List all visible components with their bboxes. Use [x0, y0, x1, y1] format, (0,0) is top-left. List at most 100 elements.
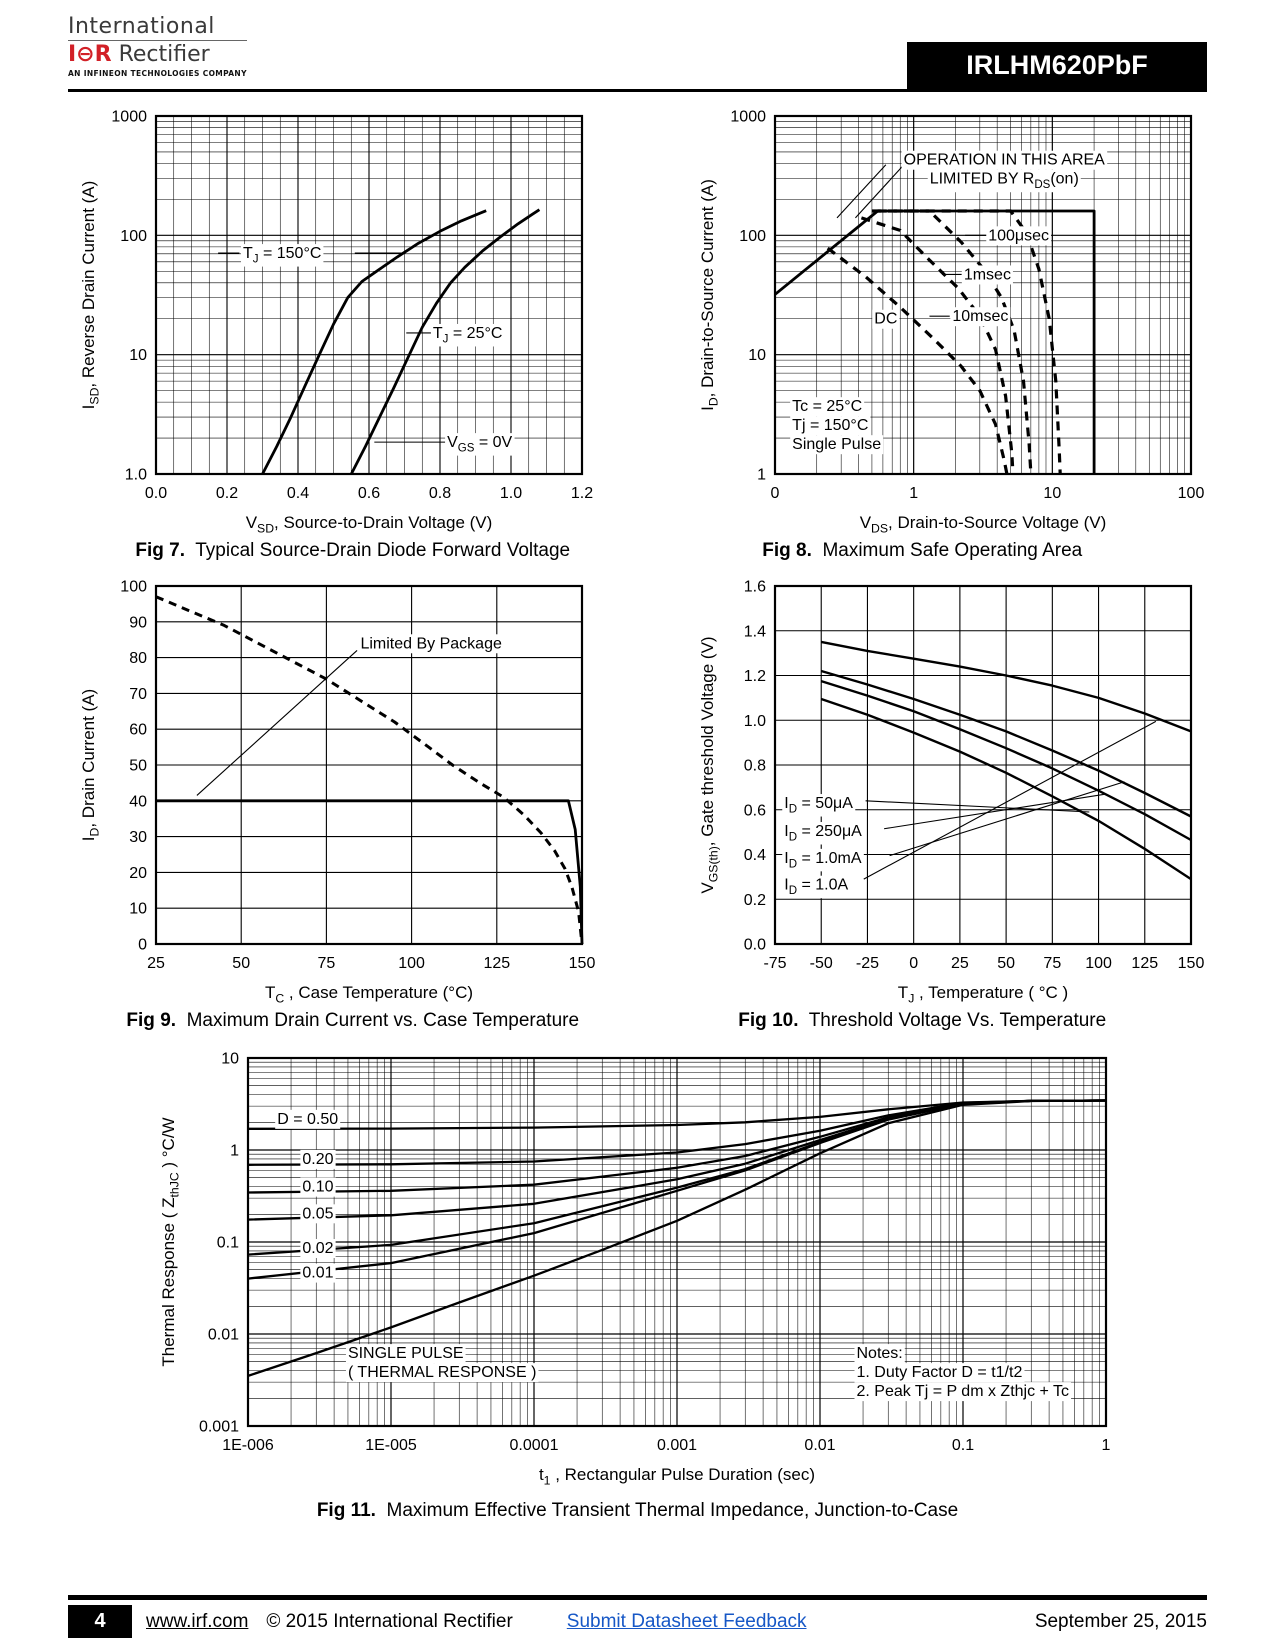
copyright-text: © 2015 International Rectifier: [266, 1610, 513, 1632]
logo-rectifier: Rectifier: [118, 42, 210, 67]
page-header: International I⊖R Rectifier AN INFINEON …: [68, 14, 1207, 92]
svg-text:Notes:: Notes:: [856, 1345, 902, 1362]
svg-text:100: 100: [120, 228, 147, 245]
svg-text:2. Peak Tj = P dm x Zthjc + Tc: 2. Peak Tj = P dm x Zthjc + Tc: [856, 1383, 1069, 1400]
part-number-banner: IRLHM620PbF: [907, 42, 1207, 89]
revision-date: September 25, 2015: [1034, 1610, 1207, 1632]
svg-text:0.01: 0.01: [302, 1265, 333, 1282]
svg-text:1.4: 1.4: [744, 623, 766, 640]
svg-text:DC: DC: [874, 311, 897, 328]
svg-text:10msec: 10msec: [952, 308, 1008, 325]
svg-text:VDS, Drain-to-Source Voltage (: VDS, Drain-to-Source Voltage (V): [860, 513, 1107, 536]
svg-text:0.20: 0.20: [302, 1151, 333, 1168]
figure-row-1: 0.0 0.2 0.4 0.6 0.8 1.0 1.2 1.0 10 100 1000 VSD, So…: [68, 102, 1207, 540]
svg-text:0: 0: [909, 955, 918, 972]
svg-text:0.2: 0.2: [216, 485, 238, 502]
svg-text:0.001: 0.001: [656, 1437, 696, 1454]
svg-text:90: 90: [129, 614, 147, 631]
svg-text:10: 10: [129, 901, 147, 918]
svg-text:0.0: 0.0: [744, 937, 766, 954]
svg-text:0.1: 0.1: [951, 1437, 973, 1454]
svg-text:0.01: 0.01: [804, 1437, 835, 1454]
svg-text:SINGLE PULSE: SINGLE PULSE: [347, 1345, 463, 1362]
svg-text:0.2: 0.2: [744, 892, 766, 909]
figure-row-2: 25 50 75 100 125 150 0 10 20 30 40 50 60 70 80 90 100 TC …: [68, 572, 1207, 1010]
svg-text:0: 0: [138, 937, 147, 954]
fig10-threshold-voltage-chart: -75 -50 -25 0 25 50 75 100 125 150 0.0 0.2 0.4 0.6 0.8…: [698, 579, 1205, 1006]
logo-international: International: [68, 14, 247, 41]
svg-text:1msec: 1msec: [964, 266, 1011, 283]
svg-text:TC , Case Temperature (°C): TC , Case Temperature (°C): [265, 983, 473, 1006]
figure-row-3: 1E-006 1E-005 0.0001 0.001 0.01 0.1 1 0.001 0.01…: [68, 1046, 1207, 1492]
svg-text:1.0: 1.0: [500, 485, 522, 502]
svg-text:1.0: 1.0: [744, 713, 766, 730]
svg-text:1: 1: [909, 485, 918, 502]
svg-text:Single Pulse: Single Pulse: [792, 436, 881, 453]
fig7-diode-forward-voltage-chart: 0.0 0.2 0.4 0.6 0.8 1.0 1.2 1.0 10 100 1000 VSD, So…: [79, 109, 593, 536]
svg-text:TJ = 150°C: TJ = 150°C: [243, 245, 321, 266]
fig11-thermal-impedance-chart: 1E-006 1E-005 0.0001 0.001 0.01 0.1 1 0.001 0.01…: [159, 1051, 1111, 1488]
logo-rectifier-line: I⊖R Rectifier: [68, 42, 247, 67]
svg-text:0.4: 0.4: [287, 485, 309, 502]
svg-text:1000: 1000: [111, 109, 147, 126]
datasheet-feedback-link[interactable]: Submit Datasheet Feedback: [566, 1610, 807, 1632]
svg-text:75: 75: [1043, 955, 1061, 972]
irf-website-link[interactable]: www.irf.com: [146, 1610, 249, 1632]
svg-text:0: 0: [771, 485, 780, 502]
svg-text:150: 150: [569, 955, 596, 972]
caption-row-1: Fig 7. Typical Source-Drain Diode Forwar…: [68, 540, 1207, 562]
svg-text:100: 100: [120, 579, 147, 596]
svg-text:10: 10: [129, 347, 147, 364]
svg-text:0.1: 0.1: [216, 1235, 238, 1252]
svg-text:125: 125: [483, 955, 510, 972]
svg-text:LIMITED BY RDS(on): LIMITED BY RDS(on): [930, 171, 1079, 192]
svg-text:ID, Drain Current (A): ID, Drain Current (A): [79, 689, 102, 841]
svg-text:100: 100: [1178, 485, 1205, 502]
svg-text:150: 150: [1178, 955, 1205, 972]
svg-text:-75: -75: [763, 955, 786, 972]
svg-text:TJ , Temperature ( °C ): TJ , Temperature ( °C ): [898, 983, 1068, 1006]
svg-text:VSD, Source-to-Drain Voltage (: VSD, Source-to-Drain Voltage (V): [246, 513, 493, 536]
svg-text:D = 0.50: D = 0.50: [277, 1111, 338, 1128]
svg-text:0.6: 0.6: [358, 485, 380, 502]
ir-logo-mark: I⊖R: [68, 42, 112, 67]
svg-text:ID = 50μA: ID = 50μA: [784, 795, 853, 816]
svg-text:100: 100: [739, 228, 766, 245]
svg-text:75: 75: [318, 955, 336, 972]
svg-text:10: 10: [748, 347, 766, 364]
svg-text:25: 25: [951, 955, 969, 972]
fig10-caption: Fig 10. Threshold Voltage Vs. Temperatur…: [738, 1010, 1107, 1031]
svg-text:1.0: 1.0: [125, 467, 147, 484]
svg-text:0.10: 0.10: [302, 1179, 333, 1196]
svg-text:0.001: 0.001: [198, 1419, 238, 1436]
svg-text:0.05: 0.05: [302, 1205, 333, 1222]
fig7-caption: Fig 7. Typical Source-Drain Diode Forwar…: [135, 540, 571, 561]
fig9-drain-current-vs-temp-chart: 25 50 75 100 125 150 0 10 20 30 40 50 60 70 80 90 100 TC …: [79, 579, 596, 1006]
svg-text:VGS(th), Gate threshold Voltag: VGS(th), Gate threshold Voltage (V): [698, 636, 721, 893]
svg-text:0.8: 0.8: [429, 485, 451, 502]
svg-text:50: 50: [129, 758, 147, 775]
svg-text:Tj = 150°C: Tj = 150°C: [792, 417, 868, 434]
svg-text:1.2: 1.2: [744, 668, 766, 685]
svg-text:1E-006: 1E-006: [222, 1437, 274, 1454]
svg-text:1.6: 1.6: [744, 579, 766, 596]
fig8-caption: Fig 8. Maximum Safe Operating Area: [762, 540, 1083, 561]
svg-text:Limited By Package: Limited By Package: [360, 635, 502, 652]
svg-text:25: 25: [147, 955, 165, 972]
svg-text:t1 , Rectangular Pulse Duratio: t1 , Rectangular Pulse Duration (sec): [538, 1465, 814, 1488]
fig9-caption: Fig 9. Maximum Drain Current vs. Case Te…: [126, 1010, 580, 1031]
svg-text:1000: 1000: [730, 109, 766, 126]
svg-text:125: 125: [1131, 955, 1158, 972]
svg-text:1. Duty Factor D = t1/t2: 1. Duty Factor D = t1/t2: [856, 1364, 1022, 1381]
page-footer: 4 www.irf.com © 2015 International Recti…: [68, 1595, 1207, 1638]
svg-text:-25: -25: [856, 955, 879, 972]
svg-text:80: 80: [129, 650, 147, 667]
svg-text:ID = 1.0A: ID = 1.0A: [784, 877, 848, 898]
svg-text:Tc = 25°C: Tc = 25°C: [792, 398, 862, 415]
svg-text:0.0: 0.0: [145, 485, 167, 502]
fig11-caption: Fig 11. Maximum Effective Transient Ther…: [316, 1500, 959, 1521]
svg-text:20: 20: [129, 865, 147, 882]
svg-text:ID, Drain-to-Source Current (: ID, Drain-to-Source Current (A): [698, 179, 721, 411]
svg-text:100μsec: 100μsec: [988, 227, 1049, 244]
